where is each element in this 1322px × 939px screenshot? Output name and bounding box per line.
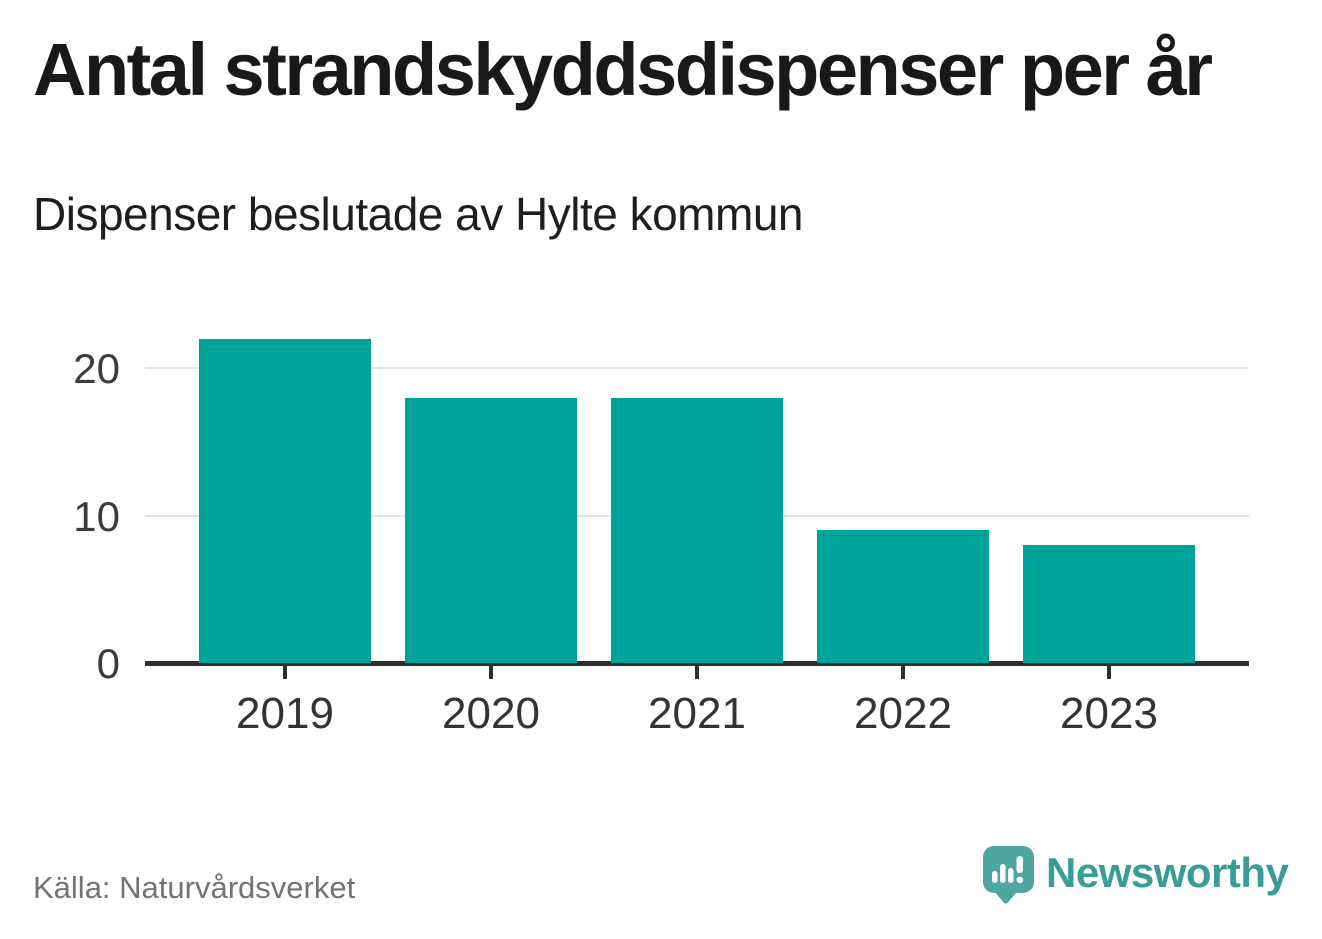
bar-2020 [405, 398, 577, 663]
newsworthy-logo: Newsworthy [983, 846, 1289, 904]
y-tick-label: 10 [73, 492, 120, 540]
bar-2021 [611, 398, 783, 663]
chart-subtitle: Dispenser beslutade av Hylte kommun [33, 188, 803, 240]
bar-2023 [1023, 545, 1195, 663]
x-tick-label: 2019 [236, 689, 334, 738]
x-tick-2022 [901, 666, 905, 679]
x-tick-label: 2022 [854, 689, 952, 738]
bar-chart-speech-bubble-icon [983, 846, 1034, 904]
source-note: Källa: Naturvårdsverket [33, 870, 356, 905]
x-tick-2019 [283, 666, 287, 679]
bar-2022 [817, 530, 989, 663]
x-tick-2020 [489, 666, 493, 679]
y-tick-label: 20 [73, 345, 120, 393]
x-tick-2023 [1107, 666, 1111, 679]
x-tick-label: 2020 [442, 689, 540, 738]
x-axis-line [145, 661, 1249, 666]
x-tick-label: 2023 [1060, 689, 1158, 738]
y-tick-label: 0 [96, 640, 120, 687]
x-tick-label: 2021 [648, 689, 746, 738]
bar-2019 [199, 339, 371, 663]
chart-title: Antal strandskyddsdispenser per år [33, 28, 1213, 111]
newsworthy-wordmark: Newsworthy [1046, 849, 1289, 896]
x-tick-2021 [695, 666, 699, 679]
gridline-y-20 [145, 367, 1249, 370]
